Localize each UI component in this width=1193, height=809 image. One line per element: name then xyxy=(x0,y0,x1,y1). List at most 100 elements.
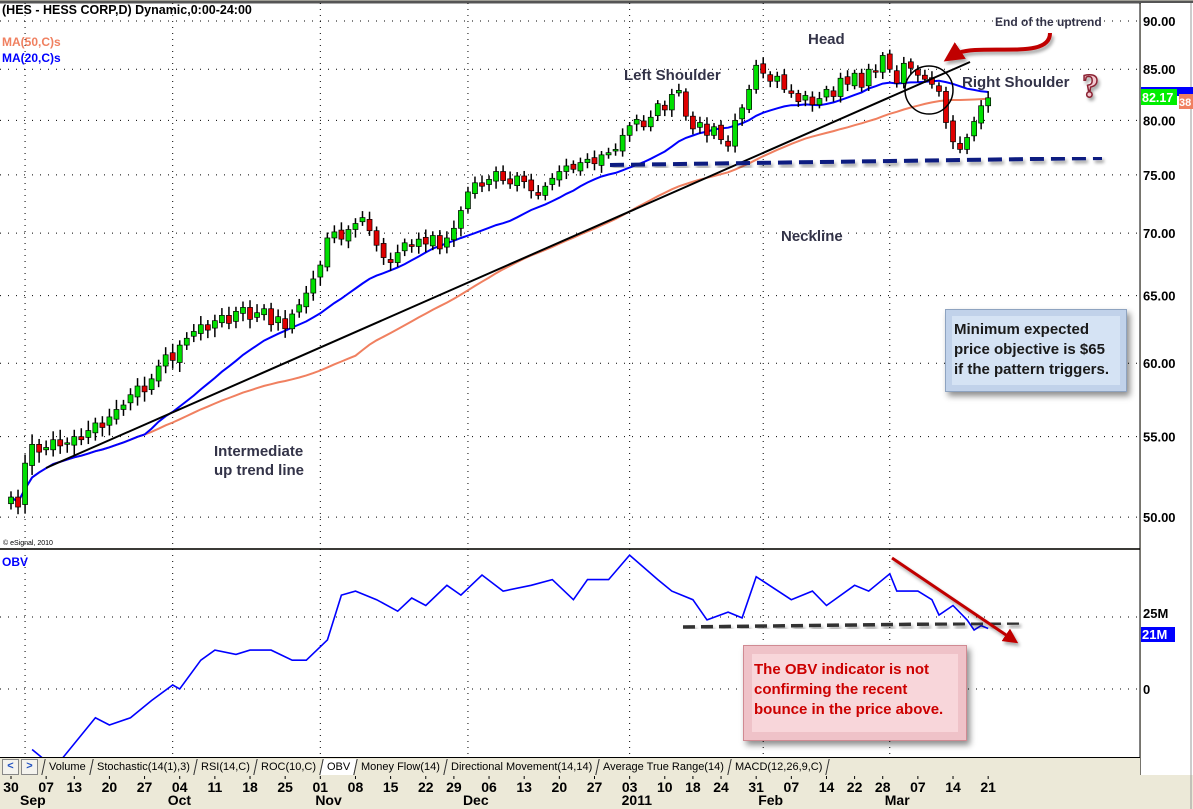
candle-body-down xyxy=(872,70,879,73)
tab-scroll-right-button[interactable]: > xyxy=(21,759,38,775)
candle-body-up xyxy=(739,107,745,120)
candle-body-down xyxy=(788,90,795,94)
candle xyxy=(64,437,71,453)
candle-body-down xyxy=(915,69,921,76)
date-tick-label: 13 xyxy=(516,779,532,795)
candle xyxy=(458,206,464,237)
candle xyxy=(85,420,92,445)
candle-body-up xyxy=(753,64,760,90)
candle-body-up xyxy=(598,154,605,166)
candle-body-down xyxy=(725,140,731,147)
candle xyxy=(233,306,239,329)
date-tick-label: 18 xyxy=(242,779,258,795)
candle xyxy=(394,244,401,267)
candle-body-up xyxy=(296,304,303,313)
copyright: © eSignal, 2010 xyxy=(3,539,53,547)
tab-volume[interactable]: Volume xyxy=(41,759,94,775)
candle xyxy=(957,136,963,154)
end-uptrend-arrow xyxy=(943,32,1052,62)
candle-body-down xyxy=(690,115,696,130)
candle xyxy=(654,100,661,122)
price-objective-callout: Minimum expected price objective is $65 … xyxy=(945,309,1127,392)
candle xyxy=(176,340,183,372)
candle-body-up xyxy=(233,311,239,322)
candle xyxy=(36,438,42,463)
tab-label: Stochastic(14(1),3) xyxy=(96,761,190,773)
candle-body-up xyxy=(879,55,886,73)
candle xyxy=(268,302,274,332)
candle xyxy=(451,220,457,247)
candle xyxy=(936,82,942,97)
candle-body-up xyxy=(451,227,457,241)
tab-obv[interactable]: OBV xyxy=(318,759,358,775)
candle xyxy=(204,320,211,339)
month-label: Dec xyxy=(463,792,489,808)
tab-directional-movement[interactable]: Directional Movement(14,14) xyxy=(442,759,600,775)
ma20-legend: MA(20,C)s xyxy=(2,51,61,65)
candle-body-down xyxy=(950,120,956,143)
candle xyxy=(282,310,289,338)
candle-body-up xyxy=(310,278,317,294)
tab-rsi[interactable]: RSI(14,C) xyxy=(192,759,258,775)
candle xyxy=(29,434,35,475)
candle xyxy=(535,185,542,200)
obv-tick-label: 0 xyxy=(1143,682,1150,697)
question-mark-icon: ? xyxy=(1082,68,1099,105)
candle xyxy=(907,58,914,75)
candle xyxy=(78,428,85,446)
date-tick-label: 07 xyxy=(38,779,54,795)
candle-body-up xyxy=(219,315,225,324)
candle-body-up xyxy=(106,416,113,426)
candle xyxy=(753,59,760,94)
candle-body-up xyxy=(668,94,675,111)
candle xyxy=(683,88,689,121)
obv-down-arrow xyxy=(891,556,1019,644)
candle xyxy=(556,165,563,187)
candle xyxy=(760,57,767,79)
tab-roc[interactable]: ROC(10,C) xyxy=(252,759,324,775)
candle-body-down xyxy=(500,171,506,181)
candle-body-up xyxy=(155,365,162,382)
obv-pane xyxy=(0,550,1140,757)
candle xyxy=(823,85,830,102)
candle-body-up xyxy=(92,422,99,434)
tab-scroll-left-button[interactable]: < xyxy=(2,759,19,775)
date-tick-label: 30 xyxy=(3,779,19,795)
date-tick-label: 07 xyxy=(784,779,800,795)
price-tick-label: 65.00 xyxy=(1143,289,1176,304)
candle-body-up xyxy=(472,182,478,195)
candle-body-down xyxy=(528,179,535,192)
date-tick-label: 14 xyxy=(819,779,835,795)
candle-body-down xyxy=(795,93,802,102)
tab-label: Directional Movement(14,14) xyxy=(450,761,592,773)
candle-body-down xyxy=(408,244,415,247)
candle-body-up xyxy=(851,72,858,87)
candle-body-up xyxy=(837,77,844,97)
tab-money-flow[interactable]: Money Flow(14) xyxy=(353,759,448,775)
candle-body-up xyxy=(802,95,809,101)
tab-stochastic[interactable]: Stochastic(14(1),3) xyxy=(89,759,198,775)
candle-body-up xyxy=(626,125,633,136)
candle-body-up xyxy=(429,235,436,247)
candle-body-up xyxy=(303,292,310,308)
candle-body-up xyxy=(675,90,682,94)
candle-body-up xyxy=(711,126,717,136)
candle xyxy=(352,218,359,238)
date-tick-label: 22 xyxy=(418,779,434,795)
head-label: Head xyxy=(808,31,845,48)
candle-body-up xyxy=(415,238,422,247)
tab-label: Volume xyxy=(49,761,86,773)
candle xyxy=(359,211,366,226)
tab-average-true-range[interactable]: Average True Range(14) xyxy=(595,759,732,775)
price-tick-label: 90.00 xyxy=(1143,14,1176,29)
candle-body-up xyxy=(465,191,471,210)
candle xyxy=(366,211,373,236)
tab-macd[interactable]: MACD(12,26,9,C) xyxy=(727,759,830,775)
obv-last-tag: 21M xyxy=(1142,627,1167,642)
candle-body-down xyxy=(57,439,64,447)
candle xyxy=(872,64,879,79)
candle-body-up xyxy=(865,68,872,87)
candle xyxy=(71,429,78,456)
candle xyxy=(767,71,774,88)
tab-label: RSI(14,C) xyxy=(200,761,250,773)
